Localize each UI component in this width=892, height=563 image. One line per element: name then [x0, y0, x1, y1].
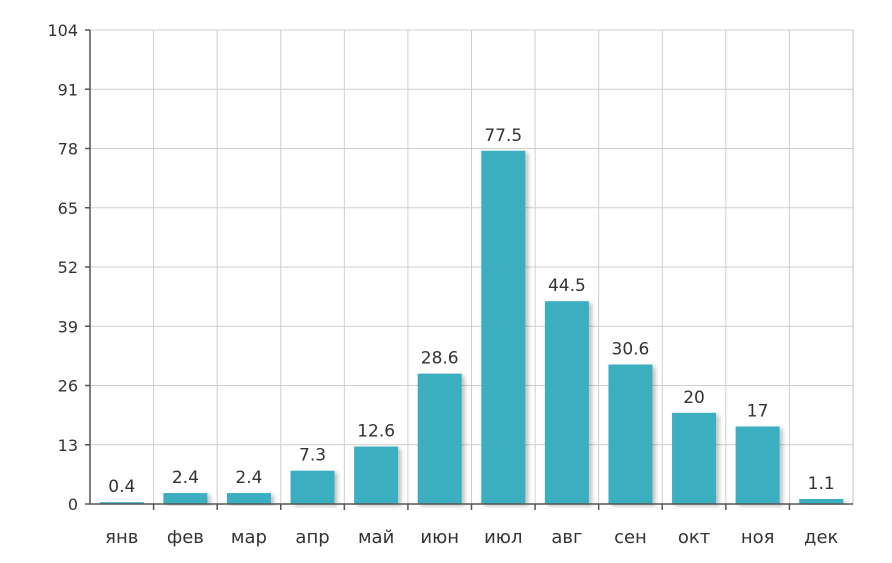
- y-tick-label: 65: [58, 199, 78, 218]
- y-tick-label: 0: [68, 495, 78, 514]
- y-tick-label: 39: [58, 317, 78, 336]
- bar-мар: [226, 493, 271, 504]
- x-category-label: июн: [420, 527, 459, 548]
- bar-value-label: 7.3: [299, 446, 326, 466]
- y-tick-label: 13: [58, 436, 78, 455]
- x-category-label: апр: [295, 527, 329, 548]
- x-category-label: мар: [231, 527, 267, 548]
- bar-value-label: 28.6: [421, 349, 459, 369]
- label-layer: 0 13 26 39 52 65 78 91 104 0.4 янв 2.4 фев 2.4 мар 7.3 а…: [47, 21, 838, 548]
- bar-сен: [608, 364, 653, 504]
- y-tick-label: 104: [47, 21, 78, 40]
- bar-layer: [99, 150, 844, 504]
- x-category-label: авг: [551, 527, 582, 548]
- bar-value-label: 77.5: [484, 126, 522, 146]
- bar-окт: [672, 412, 717, 504]
- x-category-label: янв: [105, 527, 138, 548]
- bar-ноя: [735, 426, 780, 504]
- bar-value-label: 0.4: [108, 477, 135, 497]
- x-category-label: сен: [614, 527, 647, 548]
- bar-июн: [417, 373, 462, 504]
- bar-value-label: 1.1: [808, 474, 835, 494]
- x-category-label: окт: [678, 527, 710, 548]
- bar-value-label: 20: [683, 388, 705, 408]
- x-category-label: фев: [167, 527, 204, 548]
- bar-фев: [163, 493, 208, 504]
- bar-value-label: 2.4: [172, 468, 199, 488]
- y-tick-label: 78: [58, 140, 78, 159]
- x-category-label: дек: [804, 527, 839, 548]
- bar-value-label: 12.6: [357, 422, 395, 442]
- bar-value-label: 2.4: [235, 468, 262, 488]
- bar-апр: [290, 470, 335, 504]
- bar-value-label: 44.5: [548, 276, 586, 296]
- bar-value-label: 30.6: [612, 340, 650, 360]
- bar-май: [354, 446, 399, 504]
- bar-янв: [99, 502, 144, 504]
- bar-дек: [799, 498, 844, 504]
- x-category-label: июл: [484, 527, 522, 548]
- x-category-label: ноя: [741, 527, 775, 548]
- y-tick-label: 52: [58, 258, 78, 277]
- bar-июл: [481, 150, 526, 504]
- y-tick-label: 26: [58, 377, 78, 396]
- y-tick-label: 91: [58, 80, 78, 99]
- grid-layer: [85, 29, 853, 510]
- bar-value-label: 17: [747, 402, 769, 422]
- x-category-label: май: [358, 527, 394, 548]
- bar-авг: [544, 301, 589, 504]
